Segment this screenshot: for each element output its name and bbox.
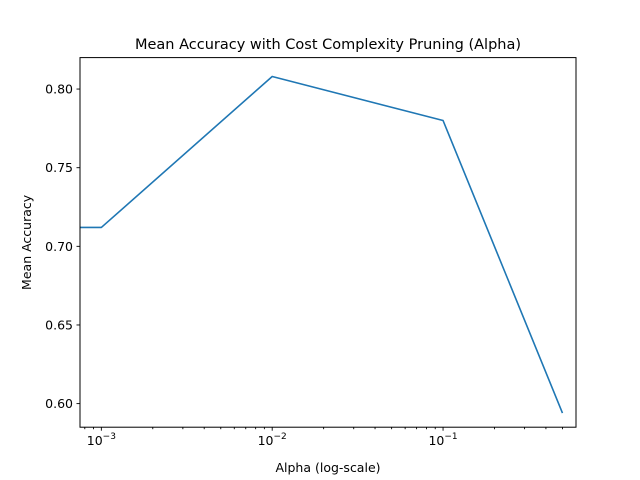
series-layer — [80, 75, 564, 414]
x-tick-label: 10−2 — [258, 432, 287, 448]
y-tick-label: 0.65 — [45, 317, 73, 332]
x-tick-label: 10−3 — [87, 432, 116, 448]
series-line-1 — [80, 75, 564, 414]
y-ticks: 0.60 0.65 0.70 0.75 0.80 — [45, 82, 80, 411]
y-tick-label: 0.80 — [45, 82, 73, 97]
y-tick-label: 0.75 — [45, 160, 73, 175]
y-tick-label: 0.60 — [45, 396, 73, 411]
y-tick-label: 0.70 — [45, 239, 73, 254]
plot-frame — [79, 57, 577, 428]
chart-title: Mean Accuracy with Cost Complexity Pruni… — [135, 37, 521, 53]
x-axis-label: Alpha (log-scale) — [275, 460, 380, 475]
x-minor-ticks — [84, 427, 563, 430]
y-axis-label: Mean Accuracy — [19, 194, 34, 290]
x-major-ticks: 10−3 10−2 10−1 — [87, 427, 458, 448]
x-tick-label: 10−1 — [428, 432, 457, 448]
